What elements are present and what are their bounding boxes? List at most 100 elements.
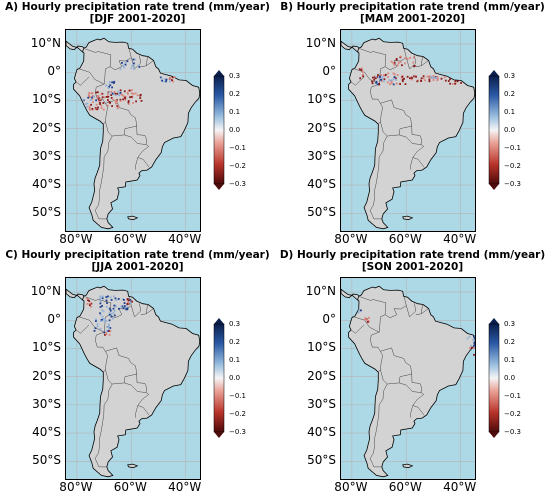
trend-pixel bbox=[412, 61, 415, 64]
trend-pixel bbox=[101, 96, 104, 99]
trend-pixel bbox=[120, 305, 123, 308]
trend-pixel bbox=[95, 99, 97, 102]
panel-c: C) Hourly precipitation rate trend (mm/y… bbox=[0, 248, 275, 495]
colorbar bbox=[213, 318, 225, 438]
trend-pixel bbox=[383, 80, 385, 83]
trend-pixel bbox=[404, 83, 407, 85]
trend-pixel bbox=[123, 302, 126, 304]
trend-pixel bbox=[375, 81, 377, 84]
trend-pixel bbox=[133, 64, 135, 66]
trend-pixel bbox=[470, 344, 472, 347]
colorbar-tick-label: −0.1 bbox=[229, 144, 246, 152]
trend-pixel bbox=[129, 96, 131, 99]
trend-pixel bbox=[96, 325, 99, 328]
country-border bbox=[140, 56, 148, 67]
trend-pixel bbox=[393, 76, 396, 78]
trend-pixel bbox=[124, 96, 126, 99]
trend-pixel bbox=[107, 295, 109, 298]
trend-pixel bbox=[454, 82, 456, 85]
trend-pixel bbox=[108, 328, 110, 330]
trend-pixel bbox=[111, 86, 113, 89]
trend-pixel bbox=[361, 71, 364, 73]
trend-pixel bbox=[103, 320, 106, 323]
trend-pixel bbox=[88, 300, 91, 302]
trend-pixel bbox=[90, 103, 92, 106]
trend-pixel bbox=[375, 75, 377, 78]
trend-pixel bbox=[97, 106, 99, 109]
latitude-label: 40°S bbox=[32, 177, 61, 192]
trend-pixel bbox=[169, 80, 171, 83]
country-border bbox=[421, 308, 429, 315]
colorbar-tick-label: 0.3 bbox=[504, 72, 516, 80]
latitude-label: 20°S bbox=[307, 368, 336, 383]
trend-pixel bbox=[132, 93, 135, 95]
trend-pixel bbox=[373, 76, 376, 79]
latitude-label: 0° bbox=[47, 64, 61, 79]
trend-pixel bbox=[102, 108, 105, 111]
colorbar-tick-label: −0.3 bbox=[504, 180, 521, 188]
trend-pixel bbox=[121, 62, 123, 64]
trend-pixel bbox=[468, 347, 471, 349]
trend-pixel bbox=[133, 62, 135, 65]
trend-pixel bbox=[400, 55, 402, 58]
trend-pixel bbox=[361, 67, 363, 70]
country-border bbox=[406, 55, 417, 70]
trend-pixel bbox=[436, 75, 439, 78]
south-america-map bbox=[341, 278, 475, 479]
trend-pixel bbox=[358, 68, 361, 71]
trend-pixel bbox=[135, 100, 137, 103]
trend-pixel bbox=[108, 313, 111, 316]
country-border bbox=[146, 308, 154, 315]
longitude-label: 60°W bbox=[388, 232, 422, 246]
colorbar-tick-label: 0.3 bbox=[229, 72, 241, 80]
trend-pixel bbox=[95, 91, 98, 94]
trend-pixel bbox=[164, 78, 166, 81]
trend-pixel bbox=[100, 107, 103, 109]
trend-pixel bbox=[99, 312, 101, 315]
trend-pixel bbox=[111, 105, 113, 107]
trend-pixel bbox=[371, 80, 373, 83]
trend-pixel bbox=[362, 75, 365, 78]
trend-pixel bbox=[101, 297, 104, 300]
latitude-label: 0° bbox=[322, 312, 336, 327]
trend-pixel bbox=[360, 69, 363, 71]
trend-pixel bbox=[100, 313, 102, 316]
trend-pixel bbox=[396, 64, 399, 67]
trend-pixel bbox=[362, 73, 364, 76]
trend-pixel bbox=[460, 82, 462, 84]
trend-pixel bbox=[95, 103, 98, 106]
trend-pixel bbox=[90, 99, 92, 101]
panel-subtitle: [DJF 2001-2020] bbox=[89, 13, 186, 25]
trend-pixel bbox=[105, 332, 108, 334]
trend-pixel bbox=[101, 318, 103, 321]
trend-pixel bbox=[123, 66, 125, 69]
trend-pixel bbox=[110, 94, 113, 96]
trend-pixel bbox=[447, 80, 450, 82]
trend-pixel bbox=[399, 83, 401, 85]
trend-pixel bbox=[429, 76, 432, 79]
trend-pixel bbox=[106, 302, 108, 304]
trend-pixel bbox=[95, 320, 97, 322]
trend-pixel bbox=[432, 77, 435, 79]
trend-pixel bbox=[111, 81, 114, 84]
country-border bbox=[94, 383, 113, 468]
colorbar-tick-label: −0.1 bbox=[504, 392, 521, 400]
latitude-label: 0° bbox=[47, 312, 61, 327]
panel-a: A) Hourly precipitation rate trend (mm/y… bbox=[0, 0, 275, 247]
trend-pixel bbox=[416, 80, 419, 83]
panel-title: B) Hourly precipitation rate trend (mm/y… bbox=[280, 1, 545, 13]
country-border bbox=[399, 125, 423, 145]
trend-pixel bbox=[470, 346, 473, 349]
trend-pixel bbox=[404, 57, 407, 60]
trend-pixel bbox=[101, 305, 103, 307]
trend-pixel bbox=[99, 300, 102, 303]
colorbar-extend-min bbox=[214, 432, 224, 438]
trend-pixel bbox=[373, 79, 376, 81]
trend-pixel bbox=[473, 335, 475, 338]
trend-pixel bbox=[406, 75, 409, 78]
falkland-islands bbox=[127, 215, 139, 221]
trend-pixel bbox=[428, 80, 431, 83]
trend-pixel bbox=[90, 302, 93, 305]
latitude-label: 50°S bbox=[32, 205, 61, 220]
colorbar-tick-label: −0.3 bbox=[229, 428, 246, 436]
